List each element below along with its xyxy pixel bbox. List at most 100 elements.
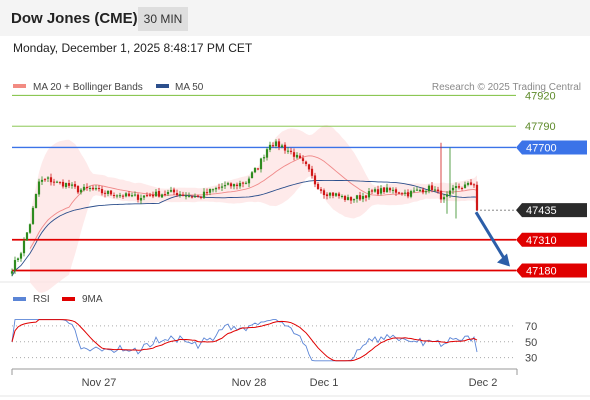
candle-body xyxy=(187,195,191,197)
candle-body xyxy=(241,182,245,184)
candle-body xyxy=(472,184,476,186)
level-label-47790: 47790 xyxy=(525,121,556,133)
candle-body xyxy=(82,186,86,191)
candle-body xyxy=(112,195,116,197)
candle-body xyxy=(280,145,284,148)
candle-body xyxy=(142,195,146,198)
candle-body xyxy=(52,181,56,183)
candle-body xyxy=(277,141,281,148)
candle-body xyxy=(79,189,83,193)
rsi-level-label-70: 70 xyxy=(525,321,537,333)
candle-body xyxy=(178,194,182,196)
candle-body xyxy=(301,158,305,162)
candle-body xyxy=(271,145,275,147)
level-label-47920: 47920 xyxy=(525,90,556,102)
level-tag-47435 xyxy=(516,203,587,218)
candle-body xyxy=(274,141,278,146)
forecast-arrow-head xyxy=(497,253,510,267)
candle-body xyxy=(355,195,359,199)
candle-body xyxy=(370,190,374,192)
candle-body xyxy=(304,161,308,165)
candle-body xyxy=(328,192,332,196)
candle-body xyxy=(298,155,302,159)
candle-body xyxy=(424,191,428,193)
candle-body xyxy=(445,194,449,197)
x-tick-nov-27: Nov 27 xyxy=(82,377,117,389)
candle-body xyxy=(337,193,341,197)
candle-body xyxy=(91,187,95,190)
candle-body xyxy=(34,194,38,208)
candle-body xyxy=(55,181,59,183)
candle-body xyxy=(139,197,143,201)
candle-body xyxy=(100,189,104,194)
candle-body xyxy=(37,181,41,195)
candle-body xyxy=(319,189,323,191)
timeframe-badge[interactable]: 30 MIN xyxy=(138,7,188,31)
candle-body xyxy=(268,144,272,150)
candle-body xyxy=(64,183,68,188)
candle-body xyxy=(394,189,398,193)
candle-body xyxy=(244,182,248,184)
candle-body xyxy=(415,189,419,191)
candle-body xyxy=(412,190,416,192)
candle-body xyxy=(418,190,422,192)
level-tag-47180 xyxy=(516,263,587,278)
x-tick-nov-28: Nov 28 xyxy=(232,377,267,389)
rsi-legend-swatch xyxy=(13,297,26,301)
candle-body xyxy=(166,192,170,195)
candle-body xyxy=(229,183,233,187)
candle-body xyxy=(70,184,74,186)
candle-body xyxy=(157,191,161,197)
candle-body xyxy=(400,193,404,195)
candle-body xyxy=(193,196,197,198)
candle-body xyxy=(103,192,107,194)
candle-body xyxy=(262,157,266,159)
level-tag-47310 xyxy=(516,232,587,247)
candle-body xyxy=(460,188,464,190)
candle-body xyxy=(448,190,452,195)
level-label-47180: 47180 xyxy=(526,266,557,278)
rsi-level-label-50: 50 xyxy=(525,337,537,349)
candle-body xyxy=(388,188,392,191)
candle-body xyxy=(58,182,62,184)
level-label-47310: 47310 xyxy=(526,235,557,247)
rsi-level-label-30: 30 xyxy=(525,353,537,365)
candle-body xyxy=(295,154,299,158)
candle-body xyxy=(346,197,350,200)
candle-body xyxy=(145,195,149,197)
candle-body xyxy=(343,196,347,200)
candle-body xyxy=(163,194,167,196)
candle-body xyxy=(466,182,470,185)
rsi-line xyxy=(11,319,478,362)
candle-body xyxy=(190,196,194,198)
candle-body xyxy=(22,240,26,254)
candle-body xyxy=(286,150,290,152)
candle-body xyxy=(160,194,164,198)
ma20-legend-swatch xyxy=(13,84,26,88)
candle-body xyxy=(322,190,326,196)
bollinger-band xyxy=(30,125,477,293)
rsi9ma-legend-swatch xyxy=(62,297,75,301)
chart-datetime: Monday, December 1, 2025 8:48:17 PM CET xyxy=(13,41,253,55)
candle-body xyxy=(175,192,179,196)
candle-body xyxy=(85,186,89,189)
candle-body xyxy=(379,188,383,194)
level-label-47700: 47700 xyxy=(526,142,557,154)
candle-body xyxy=(469,182,473,185)
candle-body xyxy=(331,192,335,196)
candle-body xyxy=(382,187,386,192)
candle-body xyxy=(250,172,254,178)
candle-body xyxy=(115,195,119,197)
level-tag-47700 xyxy=(516,140,587,155)
ma50-line xyxy=(11,180,478,277)
candle-body xyxy=(76,186,80,193)
rsi-legend-label: RSI xyxy=(33,294,50,305)
candle-body xyxy=(259,158,263,170)
candle-body xyxy=(214,188,218,190)
candle-body xyxy=(154,191,158,197)
candle-body xyxy=(334,193,338,196)
candle-body xyxy=(205,192,209,194)
candle-body xyxy=(316,183,320,190)
candle-body xyxy=(208,189,212,193)
candle-body xyxy=(406,192,410,197)
